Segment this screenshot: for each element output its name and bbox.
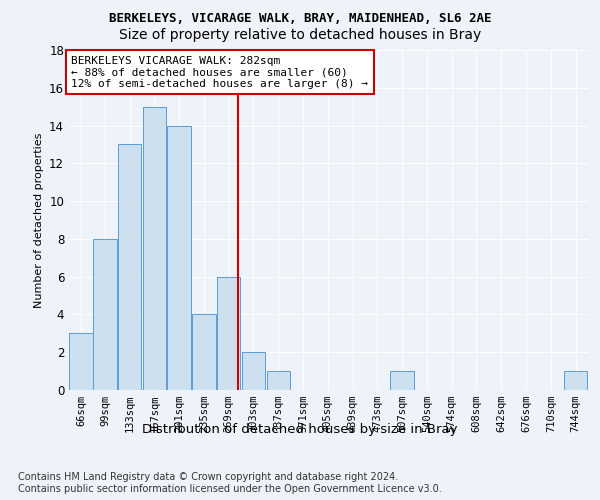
Text: Contains HM Land Registry data © Crown copyright and database right 2024.: Contains HM Land Registry data © Crown c…	[18, 472, 398, 482]
Bar	[391, 371, 414, 390]
Bar	[70, 334, 92, 390]
Bar	[94, 239, 117, 390]
Y-axis label: Number of detached properties: Number of detached properties	[34, 132, 44, 308]
Bar	[564, 371, 587, 390]
Text: Distribution of detached houses by size in Bray: Distribution of detached houses by size …	[142, 422, 458, 436]
Bar	[167, 126, 191, 390]
Text: Contains public sector information licensed under the Open Government Licence v3: Contains public sector information licen…	[18, 484, 442, 494]
Bar	[192, 314, 215, 390]
Bar	[118, 144, 141, 390]
Text: BERKELEYS, VICARAGE WALK, BRAY, MAIDENHEAD, SL6 2AE: BERKELEYS, VICARAGE WALK, BRAY, MAIDENHE…	[109, 12, 491, 26]
Bar	[266, 371, 290, 390]
Bar	[143, 106, 166, 390]
Text: BERKELEYS VICARAGE WALK: 282sqm
← 88% of detached houses are smaller (60)
12% of: BERKELEYS VICARAGE WALK: 282sqm ← 88% of…	[71, 56, 368, 89]
Bar	[242, 352, 265, 390]
Bar	[217, 276, 240, 390]
Text: Size of property relative to detached houses in Bray: Size of property relative to detached ho…	[119, 28, 481, 42]
